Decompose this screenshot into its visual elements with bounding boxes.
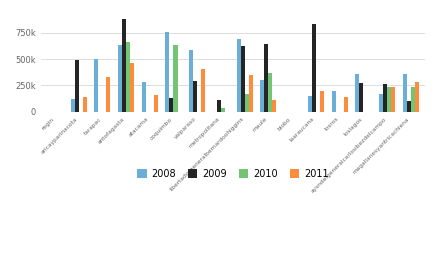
Bar <box>268 73 272 111</box>
Bar <box>391 87 395 111</box>
Bar <box>387 87 391 111</box>
Bar <box>193 81 197 111</box>
Bar <box>130 63 134 111</box>
Bar <box>308 96 312 111</box>
Bar <box>241 46 245 111</box>
Bar <box>403 74 407 111</box>
Bar <box>320 91 324 111</box>
Bar <box>245 94 249 111</box>
Bar <box>264 44 268 111</box>
Bar <box>106 77 110 111</box>
Bar <box>359 83 363 111</box>
Bar <box>70 99 74 111</box>
Bar <box>201 68 205 111</box>
Bar <box>189 50 193 111</box>
Bar <box>173 45 177 111</box>
Bar <box>169 98 173 111</box>
Bar <box>383 84 387 111</box>
Bar <box>237 39 241 111</box>
Legend: 2008, 2009, 2010, 2011: 2008, 2009, 2010, 2011 <box>133 165 333 182</box>
Bar <box>260 80 264 111</box>
Bar <box>379 94 383 111</box>
Bar <box>221 109 225 111</box>
Bar <box>312 25 316 111</box>
Bar <box>126 42 130 111</box>
Bar <box>83 97 87 111</box>
Bar <box>331 91 336 111</box>
Bar <box>94 59 98 111</box>
Bar <box>407 101 411 111</box>
Bar <box>249 75 253 111</box>
Bar <box>217 100 221 111</box>
Bar <box>122 19 126 111</box>
Bar <box>272 100 276 111</box>
Bar <box>344 97 348 111</box>
Bar <box>415 82 419 111</box>
Bar <box>118 45 122 111</box>
Bar <box>355 74 359 111</box>
Bar <box>142 82 146 111</box>
Bar <box>165 32 169 111</box>
Bar <box>154 95 158 111</box>
Bar <box>74 60 79 111</box>
Bar <box>411 87 415 111</box>
